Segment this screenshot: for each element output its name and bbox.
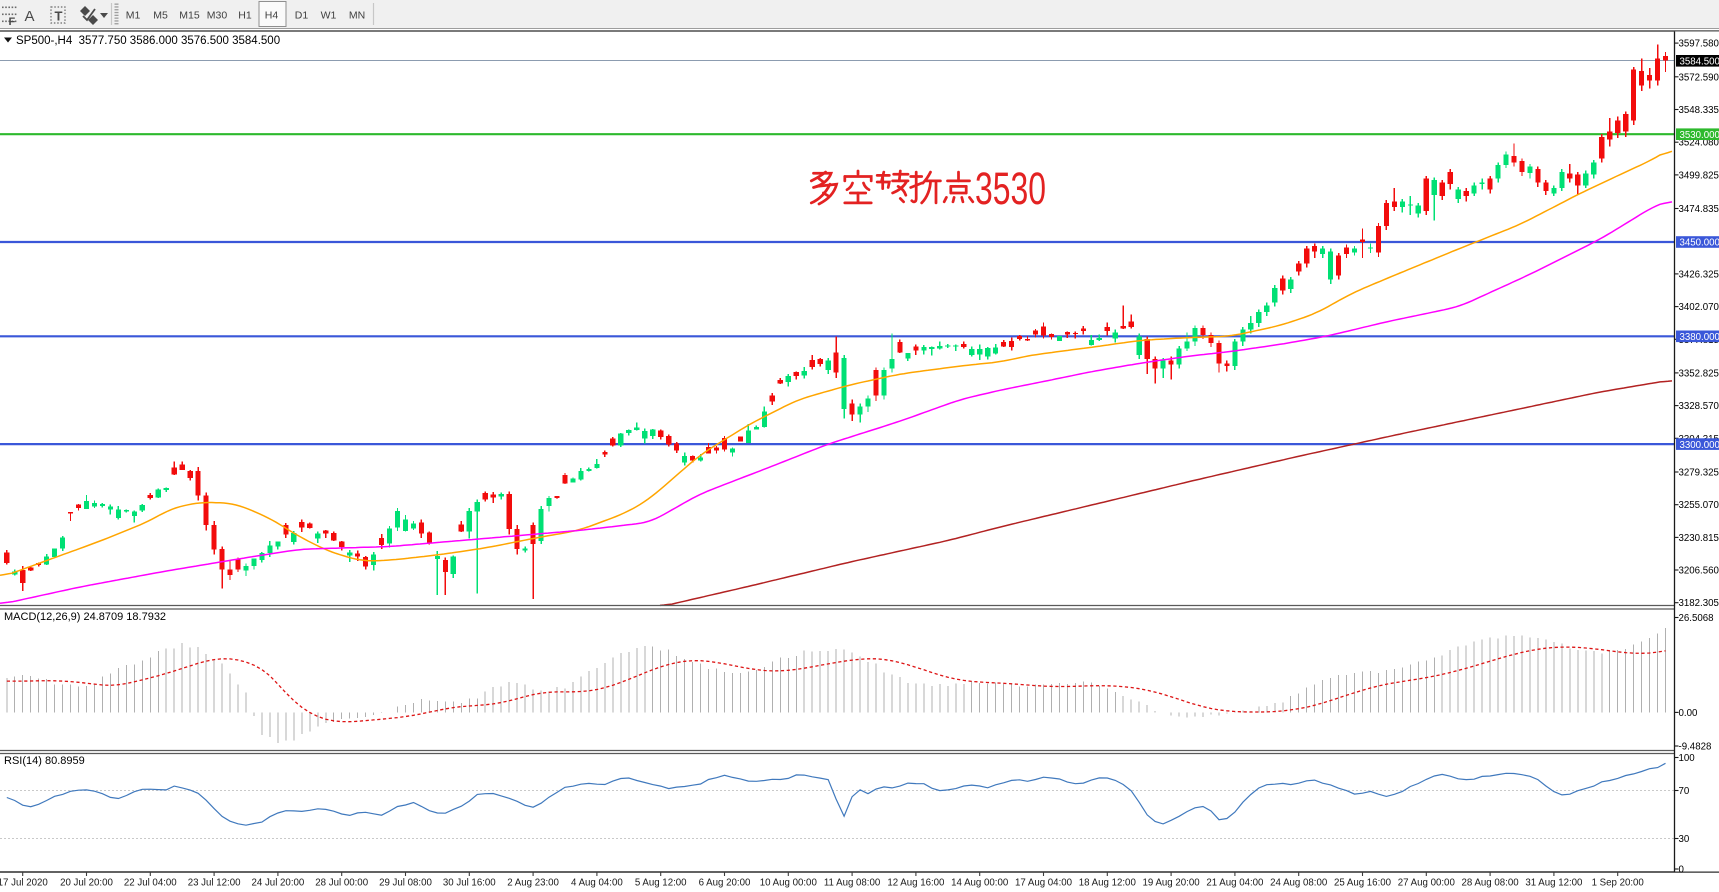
svg-text:18 Aug 12:00: 18 Aug 12:00 [1079,878,1137,889]
svg-text:3474.835: 3474.835 [1679,204,1719,215]
svg-text:3300.000: 3300.000 [1680,440,1719,451]
svg-text:3597.580: 3597.580 [1679,39,1719,50]
svg-text:MACD(12,26,9) 24.8709 18.7932: MACD(12,26,9) 24.8709 18.7932 [4,611,166,623]
svg-text:22 Jul 04:00: 22 Jul 04:00 [124,878,177,889]
svg-text:M30: M30 [207,10,228,22]
svg-text:3450.000: 3450.000 [1680,238,1719,249]
svg-text:2 Aug 23:00: 2 Aug 23:00 [507,878,559,889]
svg-text:RSI(14) 80.8959: RSI(14) 80.8959 [4,755,85,767]
svg-text:19 Aug 20:00: 19 Aug 20:00 [1143,878,1201,889]
svg-text:A: A [25,8,35,25]
svg-text:28 Aug 08:00: 28 Aug 08:00 [1462,878,1520,889]
svg-text:10 Aug 00:00: 10 Aug 00:00 [760,878,818,889]
svg-text:4 Aug 04:00: 4 Aug 04:00 [571,878,623,889]
svg-text:24 Jul 20:00: 24 Jul 20:00 [252,878,305,889]
svg-text:1 Sep 20:00: 1 Sep 20:00 [1592,878,1645,889]
svg-text:F: F [9,16,16,28]
svg-text:T: T [55,9,63,24]
svg-text:3584.500: 3584.500 [1680,57,1719,68]
svg-text:3206.560: 3206.560 [1679,566,1719,577]
svg-text:21 Aug 04:00: 21 Aug 04:00 [1206,878,1264,889]
svg-text:3426.325: 3426.325 [1679,269,1719,280]
svg-text:3328.570: 3328.570 [1679,401,1719,412]
svg-text:3279.325: 3279.325 [1679,468,1719,479]
svg-text:12 Aug 16:00: 12 Aug 16:00 [887,878,945,889]
svg-text:26.5068: 26.5068 [1679,613,1714,624]
svg-text:3182.305: 3182.305 [1679,598,1719,609]
svg-text:20 Jul 20:00: 20 Jul 20:00 [60,878,113,889]
svg-text:14 Aug 00:00: 14 Aug 00:00 [951,878,1009,889]
svg-text:-9.4828: -9.4828 [1679,742,1712,753]
svg-text:MN: MN [349,10,365,22]
svg-text:3524.080: 3524.080 [1679,138,1719,149]
svg-text:3499.825: 3499.825 [1679,170,1719,181]
svg-text:28 Jul 00:00: 28 Jul 00:00 [315,878,368,889]
svg-text:H1: H1 [238,10,252,22]
svg-text:6 Aug 20:00: 6 Aug 20:00 [699,878,751,889]
svg-text:3530.000: 3530.000 [1680,130,1719,141]
svg-text:24 Aug 08:00: 24 Aug 08:00 [1270,878,1328,889]
svg-text:3352.825: 3352.825 [1679,368,1719,379]
svg-text:17 Aug 04:00: 17 Aug 04:00 [1015,878,1073,889]
svg-text:0: 0 [1679,865,1685,876]
svg-text:23 Jul 12:00: 23 Jul 12:00 [188,878,241,889]
svg-text:D1: D1 [295,10,309,22]
svg-text:100: 100 [1679,753,1696,764]
svg-text:SP500-,H4 3577.750 3586.000 3: SP500-,H4 3577.750 3586.000 3576.500 358… [16,35,280,47]
svg-text:0.00: 0.00 [1679,708,1698,719]
svg-text:17 Jul 2020: 17 Jul 2020 [0,878,48,889]
svg-text:11 Aug 08:00: 11 Aug 08:00 [824,878,881,889]
svg-text:3548.335: 3548.335 [1679,105,1719,116]
svg-text:M15: M15 [179,10,200,22]
svg-text:3255.070: 3255.070 [1679,500,1719,511]
svg-text:M5: M5 [153,10,168,22]
svg-text:3572.590: 3572.590 [1679,72,1719,83]
svg-text:30 Jul 16:00: 30 Jul 16:00 [443,878,496,889]
svg-text:30: 30 [1679,834,1690,845]
svg-text:3530: 3530 [975,163,1046,214]
svg-text:25 Aug 16:00: 25 Aug 16:00 [1334,878,1392,889]
svg-text:3380.000: 3380.000 [1680,332,1719,343]
svg-text:3230.815: 3230.815 [1679,533,1719,544]
svg-text:5 Aug 12:00: 5 Aug 12:00 [635,878,687,889]
svg-text:3402.070: 3402.070 [1679,302,1719,313]
svg-text:M1: M1 [126,10,141,22]
svg-text:31 Aug 12:00: 31 Aug 12:00 [1525,878,1583,889]
svg-text:27 Aug 00:00: 27 Aug 00:00 [1398,878,1456,889]
svg-text:70: 70 [1679,786,1690,797]
svg-text:29 Jul 08:00: 29 Jul 08:00 [379,878,432,889]
svg-text:H4: H4 [265,10,279,22]
svg-text:W1: W1 [321,10,337,22]
